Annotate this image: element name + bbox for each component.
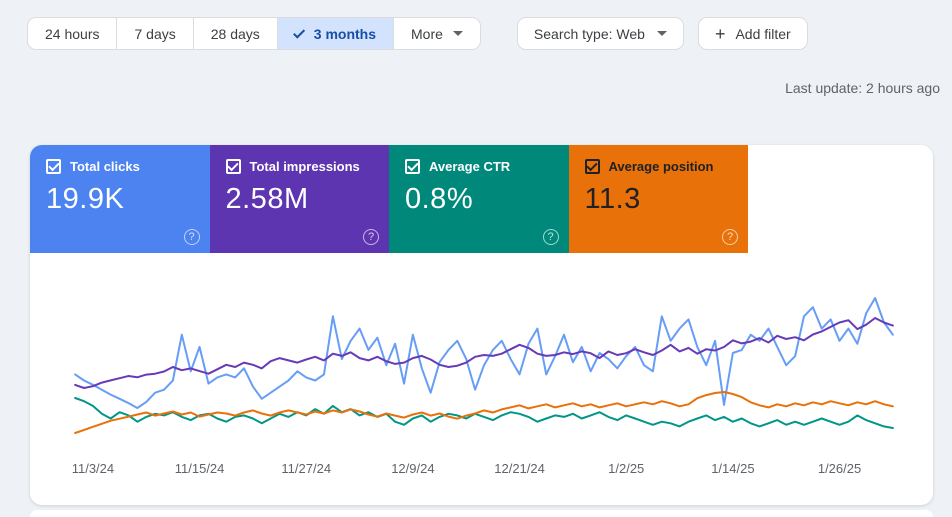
add-filter-button[interactable]: + Add filter — [697, 17, 808, 50]
x-axis-label: 12/9/24 — [391, 461, 435, 476]
x-axis-label: 1/2/25 — [608, 461, 645, 476]
search-type-label: Search type: Web — [533, 25, 645, 42]
checkbox-checked-icon[interactable] — [46, 159, 61, 174]
date-range-label: 28 days — [210, 25, 260, 42]
performance-chart[interactable]: 11/3/24 11/15/24 11/27/24 12/9/24 12/21/24 1/… — [30, 265, 933, 485]
filter-pills: Search type: Web + Add filter — [516, 17, 808, 50]
metric-card-total-impressions[interactable]: Total impressions 2.58M ? — [209, 145, 389, 253]
x-axis-label: 11/27/24 — [281, 461, 332, 476]
date-range-label: 7 days — [134, 25, 176, 42]
metric-label: Total clicks — [70, 159, 140, 174]
date-range-7-days[interactable]: 7 days — [116, 18, 192, 49]
metric-value: 0.8% — [405, 183, 474, 215]
metric-label: Average position — [608, 159, 714, 174]
checkbox-checked-icon[interactable] — [584, 159, 600, 174]
checkbox-checked-icon[interactable] — [405, 159, 420, 174]
search-type-selector[interactable]: Search type: Web — [516, 17, 684, 50]
performance-chart-svg[interactable] — [30, 265, 933, 455]
x-axis-label: 11/15/24 — [174, 461, 225, 476]
help-icon[interactable]: ? — [363, 229, 379, 245]
x-axis-label: 12/21/24 — [494, 461, 545, 476]
metric-value: 19.9K — [46, 183, 125, 215]
date-range-24-hours[interactable]: 24 hours — [28, 18, 116, 49]
help-icon[interactable]: ? — [183, 229, 200, 245]
chevron-down-icon — [656, 31, 667, 36]
date-range-label: 3 months — [313, 25, 377, 42]
date-range-3-months[interactable]: 3 months — [276, 18, 394, 49]
metric-label: Total impressions — [249, 159, 360, 174]
chart-line-position — [75, 392, 893, 433]
metric-value: 2.58M — [225, 183, 309, 215]
chevron-down-icon — [452, 31, 463, 36]
checkmark-icon — [292, 26, 305, 39]
metric-card-total-clicks[interactable]: Total clicks 19.9K ? — [30, 145, 210, 253]
chart-line-ctr — [75, 398, 893, 428]
performance-card: Total clicks 19.9K ? Total impressions 2… — [30, 145, 933, 505]
help-icon[interactable]: ? — [722, 229, 738, 245]
metric-card-average-ctr[interactable]: Average CTR 0.8% ? — [389, 145, 569, 253]
next-card-top-edge — [30, 510, 933, 517]
chart-line-clicks — [75, 298, 893, 408]
checkbox-checked-icon[interactable] — [225, 159, 241, 174]
add-filter-label: Add filter — [735, 25, 791, 42]
metric-label: Average CTR — [429, 159, 511, 174]
date-range-more[interactable]: More — [393, 18, 480, 49]
metric-value: 11.3 — [584, 183, 641, 215]
metric-cards-row: Total clicks 19.9K ? Total impressions 2… — [30, 145, 933, 253]
date-range-28-days[interactable]: 28 days — [192, 18, 277, 49]
plus-icon: + — [714, 23, 726, 44]
filter-bar: 24 hours 7 days 28 days 3 months More Se… — [0, 0, 952, 50]
x-axis-labels: 11/3/24 11/15/24 11/27/24 12/9/24 12/21/24 1/… — [30, 455, 933, 485]
metric-card-average-position[interactable]: Average position 11.3 ? — [568, 145, 748, 253]
date-range-label: More — [411, 25, 443, 42]
x-axis-label: 1/14/25 — [711, 461, 755, 476]
help-icon[interactable]: ? — [542, 229, 559, 245]
date-range-label: 24 hours — [45, 25, 100, 42]
date-range-selector: 24 hours 7 days 28 days 3 months More — [27, 17, 481, 50]
last-update-text: Last update: 2 hours ago — [785, 80, 940, 96]
x-axis-label: 11/3/24 — [71, 461, 115, 476]
chart-line-impressions — [75, 318, 893, 388]
x-axis-label: 1/26/25 — [817, 461, 862, 476]
